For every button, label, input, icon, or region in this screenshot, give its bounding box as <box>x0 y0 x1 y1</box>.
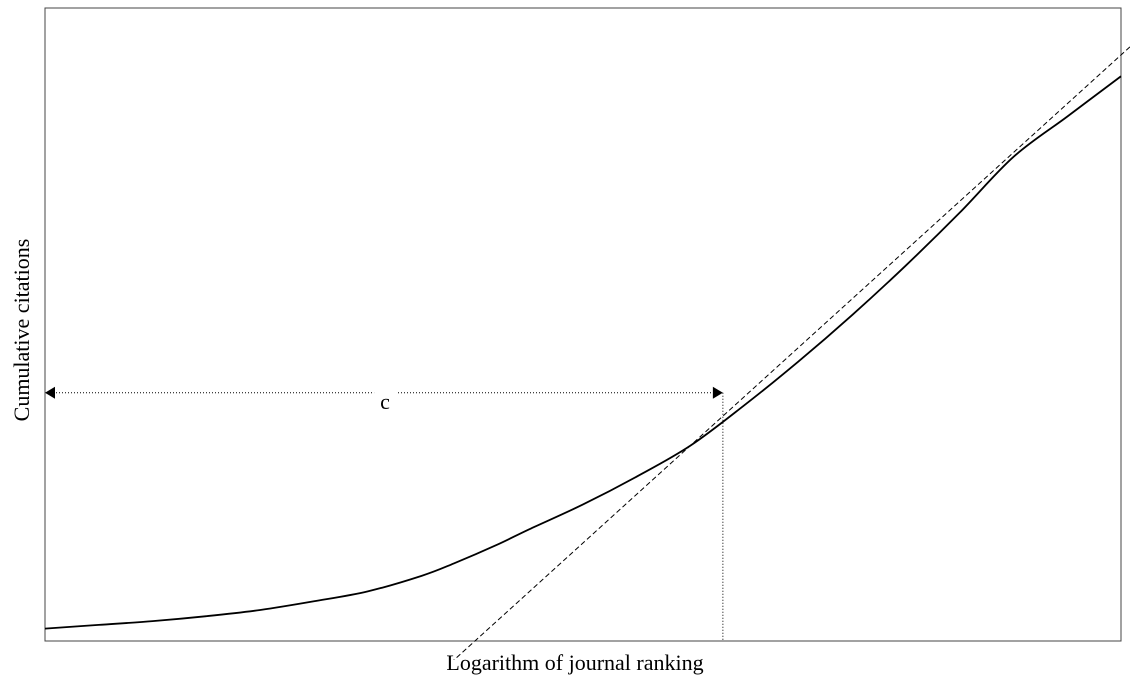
c-arrow-head-right <box>712 386 723 399</box>
plot-frame <box>44 7 1122 642</box>
x-axis-label: Logarithm of journal ranking <box>446 650 704 675</box>
tangent-line <box>453 46 1130 660</box>
cumulative-citations-curve <box>44 75 1122 630</box>
c-arrow-head-left <box>45 386 55 399</box>
y-axis-label: Cumulative citations <box>9 238 34 422</box>
c-annotation-label: c <box>374 389 396 415</box>
